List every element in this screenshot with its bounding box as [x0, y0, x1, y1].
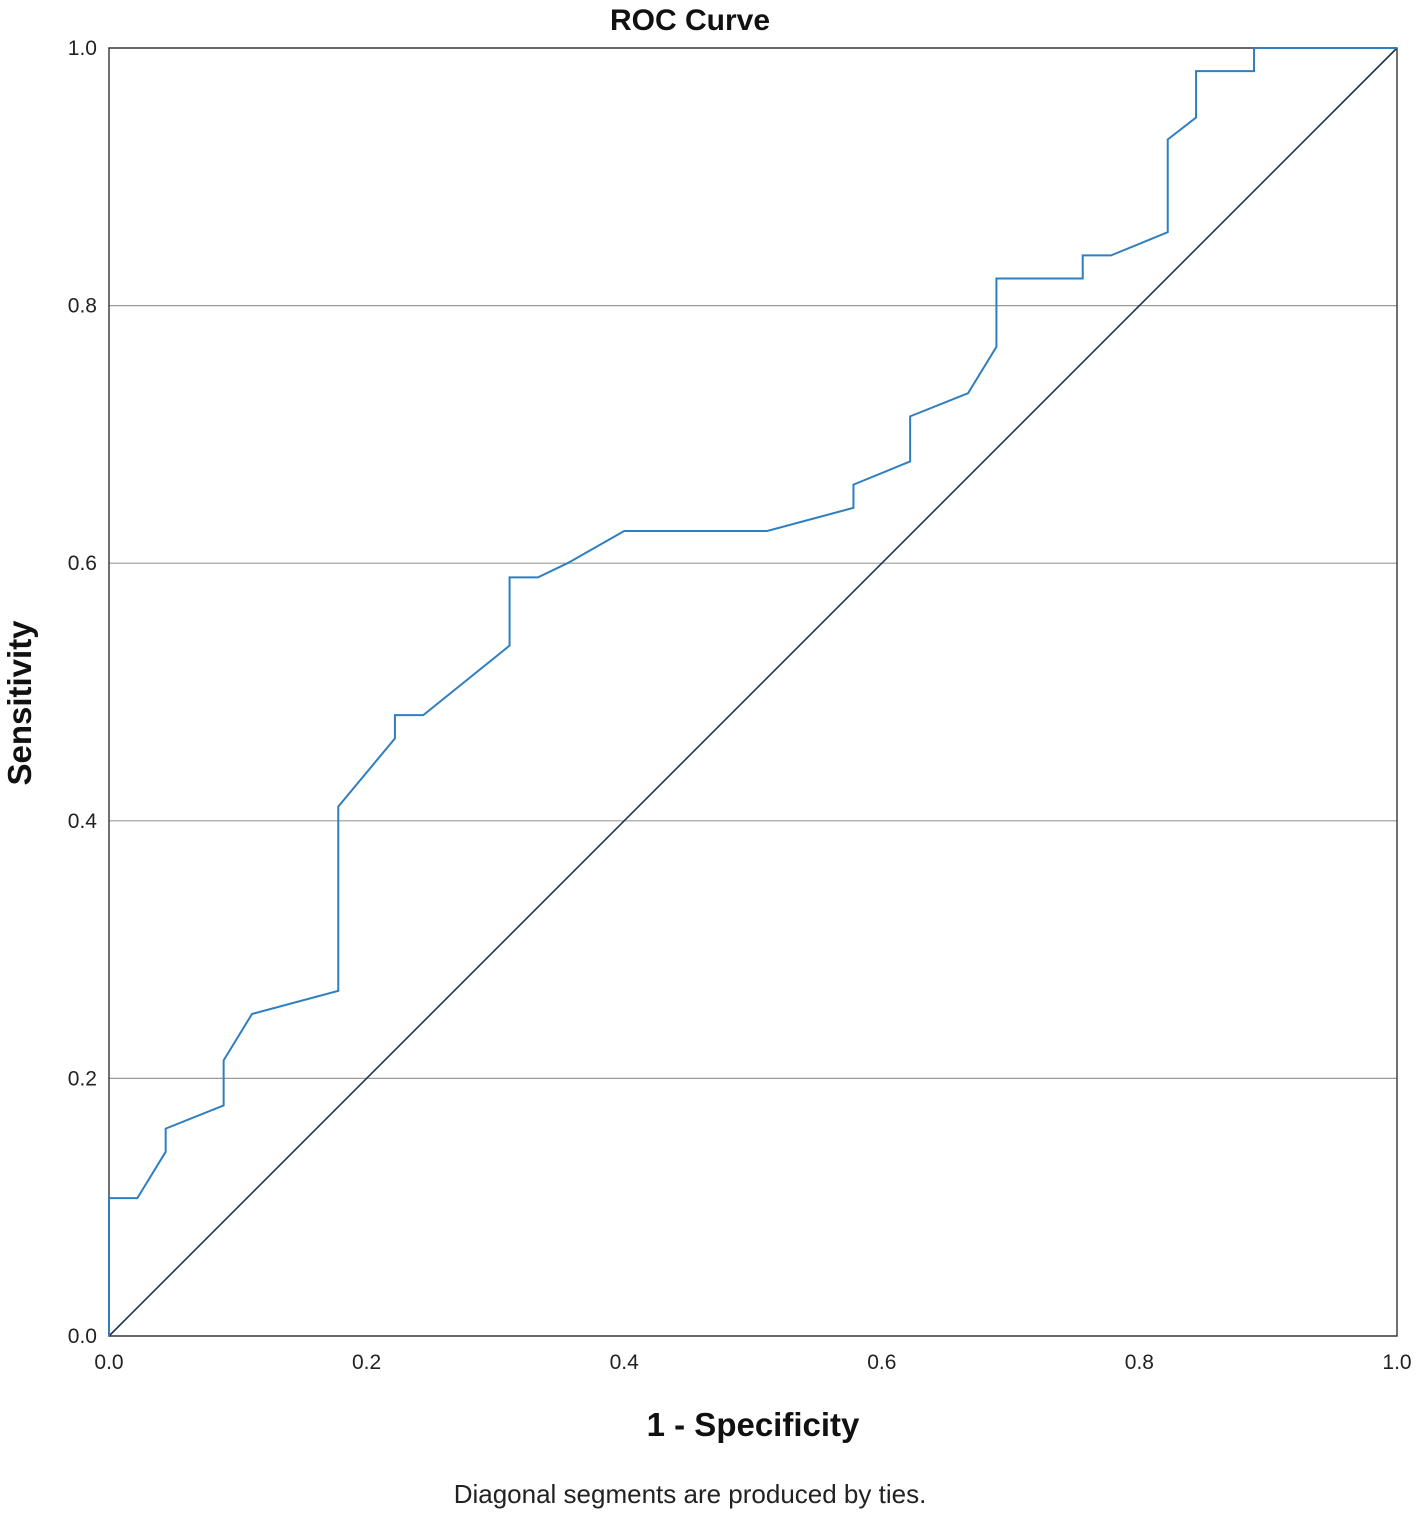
x-tick-label: 0.6 [867, 1351, 896, 1374]
x-axis-label: 1 - Specificity [647, 1406, 860, 1443]
reference-line [108, 47, 1398, 1337]
y-tick-label: 0.4 [68, 810, 98, 833]
y-tick-label: 1.0 [68, 37, 97, 60]
x-tick-label: 0.4 [610, 1351, 640, 1374]
y-axis-label: Sensitivity [1, 620, 38, 786]
y-tick-label: 0.2 [68, 1067, 97, 1090]
y-tick-label: 0.6 [68, 552, 97, 575]
y-tick-label: 0.0 [68, 1325, 97, 1348]
x-axis-ticks: 0.0 0.2 0.4 0.6 0.8 1.0 [94, 1351, 1411, 1374]
roc-curve [108, 47, 1397, 1336]
y-tick-label: 0.8 [68, 295, 97, 318]
x-tick-label: 0.0 [94, 1351, 123, 1374]
x-tick-label: 0.8 [1125, 1351, 1154, 1374]
x-tick-label: 1.0 [1382, 1351, 1411, 1374]
chart-title: ROC Curve [610, 4, 770, 37]
plot-frame [108, 47, 1398, 1337]
chart-footnote: Diagonal segments are produced by ties. [454, 1479, 927, 1509]
x-tick-label: 0.2 [352, 1351, 381, 1374]
y-axis-ticks: 0.0 0.2 0.4 0.6 0.8 1.0 [68, 37, 98, 1348]
